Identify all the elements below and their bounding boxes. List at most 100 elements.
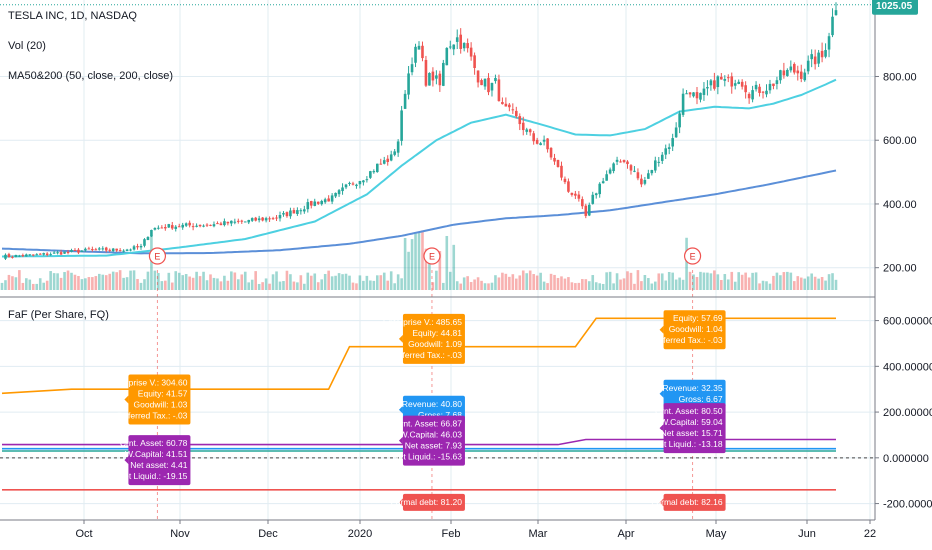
volume-bar: [490, 282, 494, 290]
candle-body: [466, 43, 469, 49]
ma-indicator-label[interactable]: MA50&200 (50, close, 200, close): [8, 70, 173, 82]
earnings-marker[interactable]: E: [423, 247, 441, 520]
time-tick-label: Mar: [529, 528, 548, 540]
volume-bar: [195, 271, 198, 290]
volume-bar: [369, 280, 372, 290]
candle-body: [553, 157, 556, 162]
volume-bar: [744, 272, 747, 290]
candle-body: [761, 91, 765, 93]
volume-bar: [452, 244, 456, 290]
earnings-marker[interactable]: E: [683, 247, 702, 520]
time-tick-label: 22: [864, 528, 876, 540]
candle-body: [170, 225, 174, 229]
candle-body: [268, 218, 271, 220]
candle-body: [532, 133, 535, 142]
candle-body: [786, 69, 789, 76]
last-price-value: 1025.05: [876, 1, 913, 12]
volume-bar: [504, 273, 508, 290]
annotation-line: Crnt. Asset: 60.78: [120, 438, 188, 448]
volume-bar: [63, 272, 66, 290]
volume-bar: [344, 273, 348, 290]
volume-bar: [626, 271, 629, 290]
time-tick-label: Apr: [617, 528, 634, 540]
candle-body: [723, 78, 727, 81]
volume-bar: [810, 273, 813, 290]
volume-bar: [466, 276, 469, 290]
volume-bar: [428, 251, 431, 290]
candle-body: [355, 184, 358, 187]
moving-averages: [1, 78, 837, 258]
earnings-marker[interactable]: E: [148, 247, 167, 520]
volume-bar: [542, 281, 546, 290]
volume-bar: [303, 283, 306, 290]
candle-body: [21, 255, 25, 257]
candle-body: [799, 71, 803, 79]
candle-body: [448, 46, 452, 48]
candle-body: [35, 254, 39, 256]
volume-bar: [765, 281, 768, 290]
volume-bar: [396, 274, 400, 290]
candle-body: [445, 47, 449, 66]
volume-bar: [223, 275, 226, 290]
candle-body: [25, 254, 28, 257]
volume-bars: [0, 230, 838, 290]
volume-bar: [667, 271, 671, 290]
candle-body: [28, 254, 32, 256]
volume-bar: [122, 277, 125, 290]
volume-bar: [455, 281, 459, 290]
candle-body: [327, 198, 330, 202]
volume-bar: [170, 282, 174, 290]
annotation-line: Deferred Tax.: -.03: [652, 335, 723, 345]
volume-bar: [469, 282, 473, 290]
volume-bar: [754, 272, 758, 290]
annotation-pointer: [398, 405, 403, 414]
candle-body: [313, 201, 317, 206]
candle-body: [164, 227, 167, 229]
volume-bar: [73, 274, 77, 290]
volume-bar: [226, 280, 230, 290]
volume-bar: [150, 235, 153, 290]
faf-annotation-red[interactable]: Formal debt: 81.20: [391, 493, 465, 511]
candle-body: [198, 224, 202, 227]
candle-body: [615, 159, 619, 162]
volume-bar: [157, 272, 160, 290]
candle-body: [202, 225, 205, 227]
time-tick-label: Nov: [170, 528, 190, 540]
annotation-box: [663, 493, 726, 511]
candle-body: [243, 221, 247, 223]
volume-bar: [174, 271, 178, 290]
candle-body: [483, 78, 487, 87]
faf-annotation-red[interactable]: Formal debt: 82.16: [651, 493, 726, 511]
volume-bar: [219, 281, 223, 290]
volume-bar: [640, 281, 643, 290]
volume-bar: [31, 283, 35, 290]
volume-bar: [59, 277, 63, 290]
volume-bar: [445, 235, 449, 290]
volume-bar: [382, 272, 386, 290]
faf-indicator-label[interactable]: FaF (Per Share, FQ): [8, 309, 109, 321]
volume-bar: [619, 279, 622, 290]
candle-body: [66, 251, 70, 253]
candle-body: [834, 10, 838, 16]
volume-bar: [289, 274, 292, 290]
candle-body: [77, 249, 80, 253]
candle-body: [480, 80, 483, 86]
candle-body: [209, 224, 212, 226]
candle-body: [587, 204, 591, 216]
volume-bar: [42, 282, 45, 290]
volume-indicator-label[interactable]: Vol (20): [8, 40, 46, 52]
volume-bar: [622, 278, 626, 290]
volume-bar: [608, 271, 612, 290]
candle-body: [803, 72, 807, 81]
candle-body: [528, 129, 532, 133]
candle-body: [455, 37, 459, 42]
